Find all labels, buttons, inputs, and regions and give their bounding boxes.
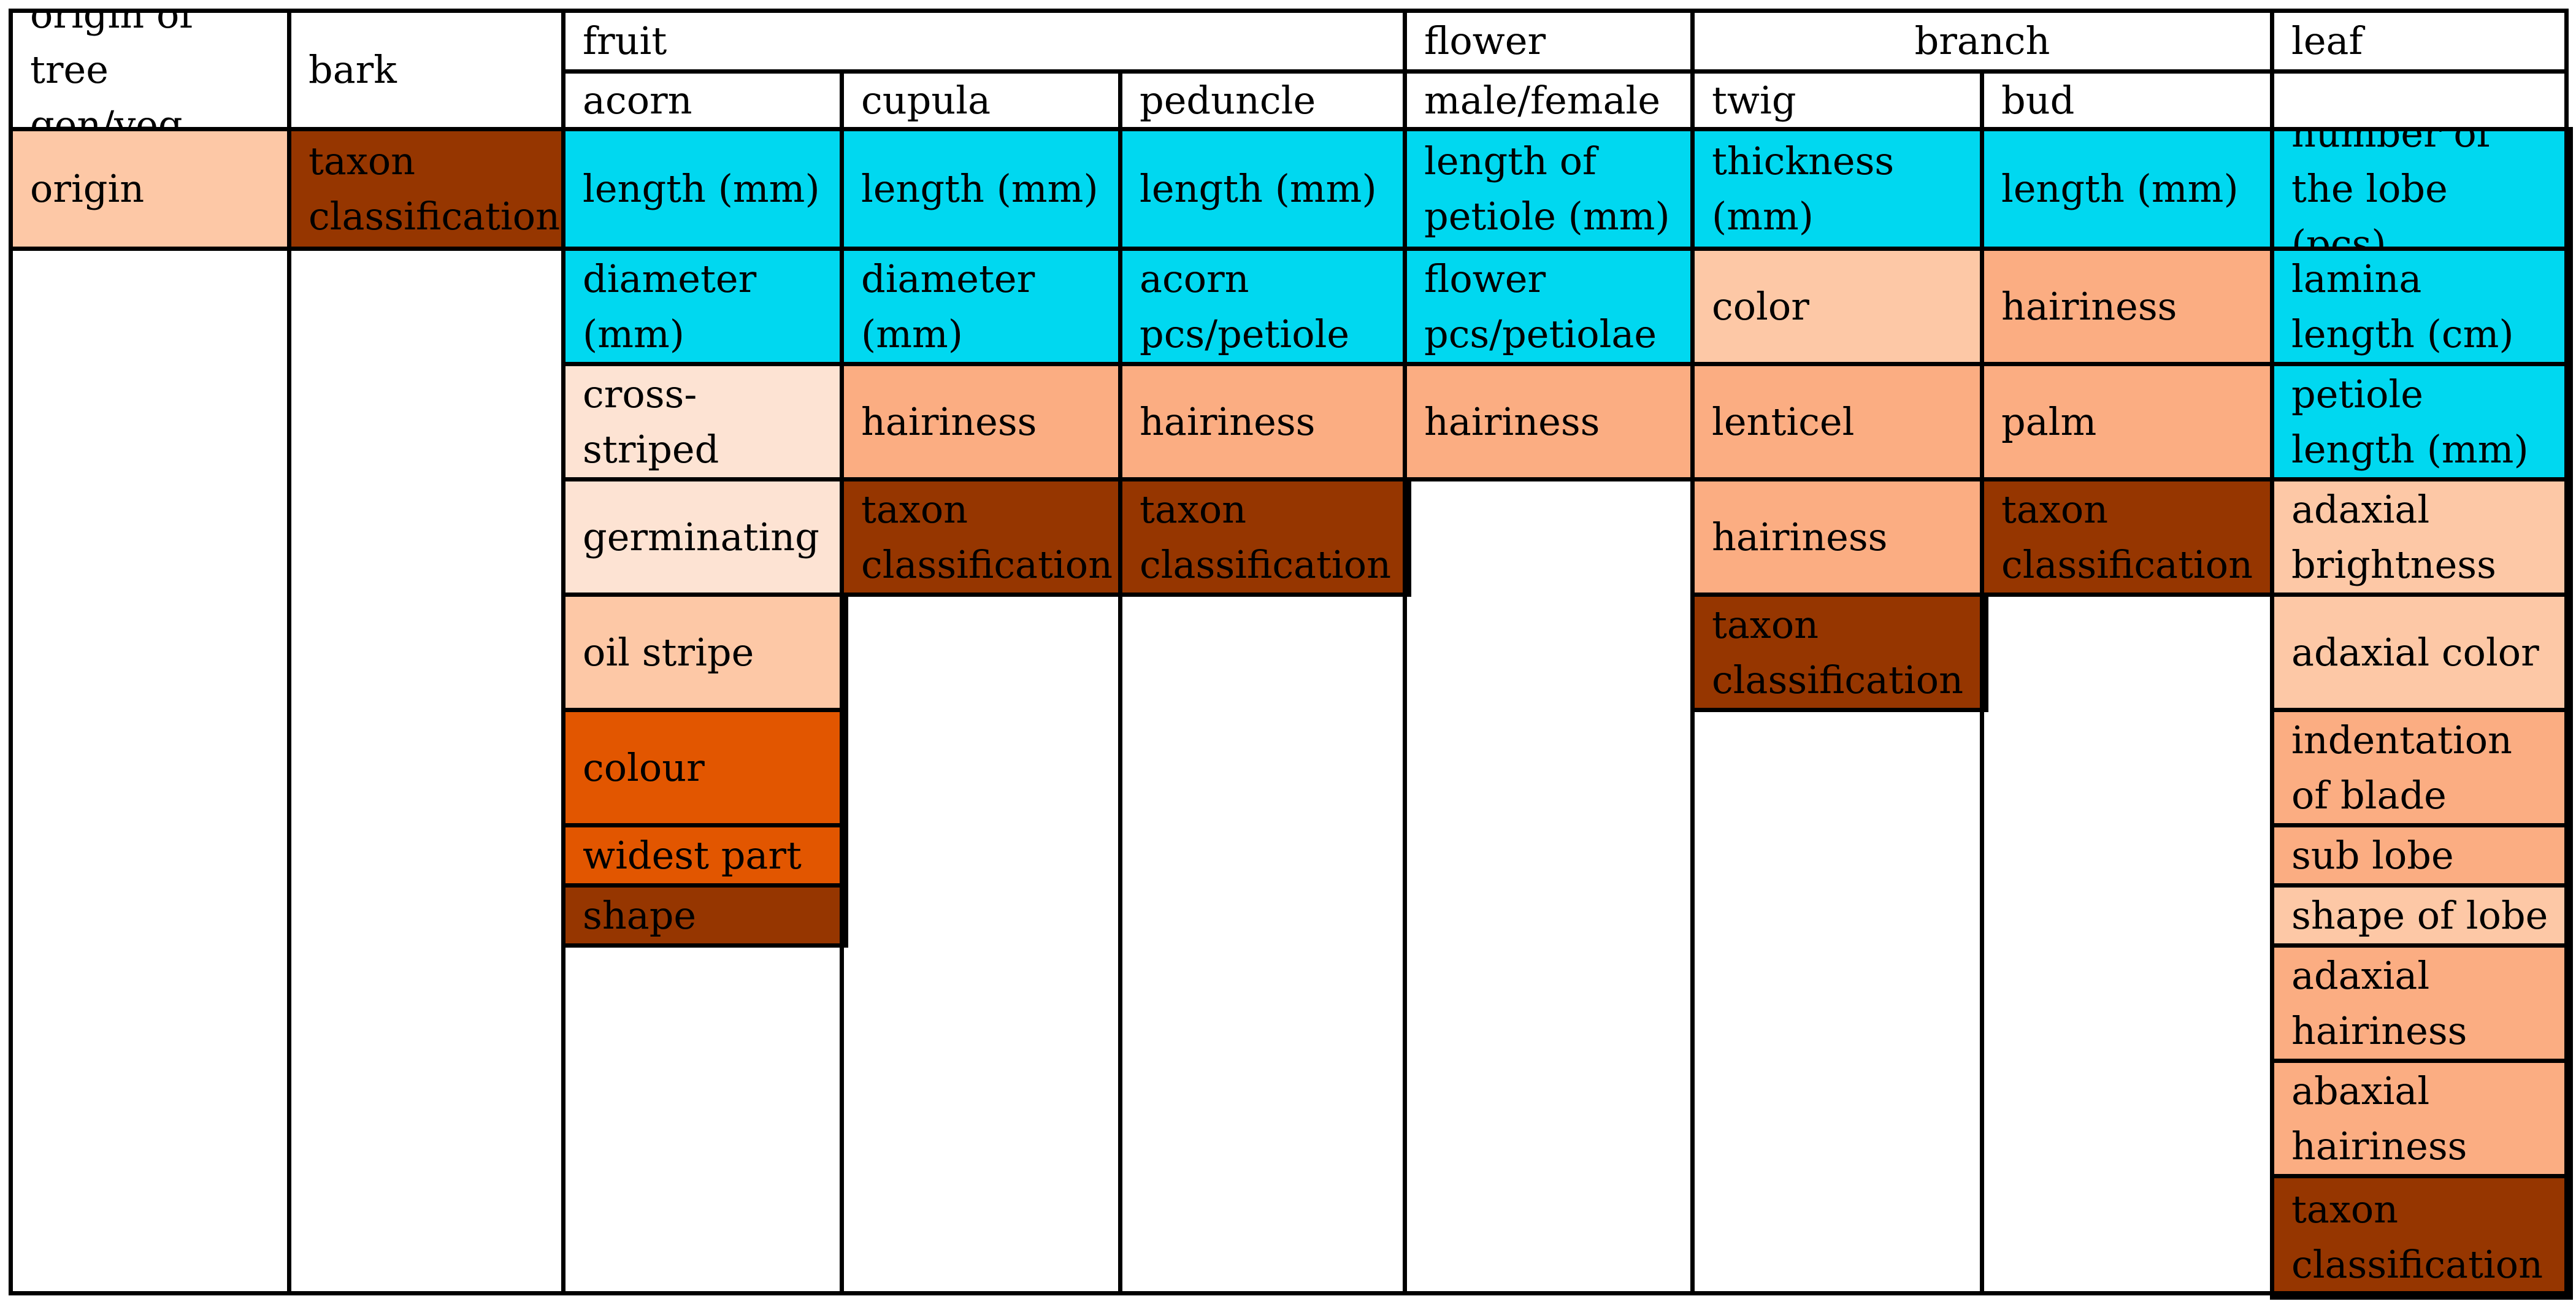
peduncle-trait-cell: length (mm) — [1118, 127, 1411, 251]
acorn-trait-label: shape — [583, 892, 697, 938]
leaf-trait-label: abaxial hairiness — [2291, 1068, 2467, 1168]
twig-trait-cell: lenticel — [1690, 362, 1988, 481]
leaf-trait-cell: sub lobe — [2270, 823, 2573, 888]
leaf-trait-cell: indentation of blade — [2270, 708, 2573, 827]
twig-trait-label: hairiness — [1712, 514, 1888, 559]
leaf-trait-label: adaxial hairiness — [2291, 953, 2467, 1053]
twig-trait-cell: taxon classification — [1690, 593, 1988, 712]
peduncle-trait-cell: hairiness — [1118, 362, 1411, 481]
leaf-trait-label: shape of lobe — [2291, 892, 2548, 938]
peduncle-trait-label: taxon classification — [1140, 486, 1392, 587]
bud-trait-label: length (mm) — [2001, 166, 2239, 212]
bud-trait-cell: taxon classification — [1980, 477, 2279, 597]
cupula-trait-cell: length (mm) — [840, 127, 1127, 251]
peduncle-trait-label: length (mm) — [1140, 166, 1377, 212]
bud-trait-cell: palm — [1980, 362, 2279, 481]
leaf-trait-cell: shape of lobe — [2270, 883, 2573, 948]
leaf-trait-cell: adaxial color — [2270, 593, 2573, 712]
acorn-trait-label: length (mm) — [583, 166, 820, 212]
column-divider — [1690, 9, 1695, 1295]
flower-trait-cell: flower pcs/petiolae — [1403, 247, 1699, 366]
acorn-trait-label: cross-striped — [583, 371, 719, 472]
acorn-trait-cell: cross-striped — [561, 362, 848, 481]
flower-trait-label: length of petiole (mm) — [1424, 139, 1670, 239]
leaf-trait-label: adaxial color — [2291, 629, 2539, 675]
acorn-trait-label: widest part — [583, 832, 802, 878]
twig-trait-label: color — [1712, 283, 1809, 329]
bud-trait-label: taxon classification — [2001, 486, 2253, 587]
cupula-trait-label: diameter (mm) — [861, 256, 1035, 356]
leaf-trait-label: petiole length (mm) — [2291, 371, 2529, 472]
leaf-trait-cell: number of the lobe (pcs) — [2270, 127, 2573, 251]
column-divider — [287, 9, 291, 1295]
leaf-trait-label: number of the lobe (pcs) — [2291, 127, 2491, 251]
peduncle-trait-label: acorn pcs/petiole — [1140, 256, 1350, 356]
twig-trait-label: taxon classification — [1712, 602, 1964, 702]
column-divider — [2270, 9, 2274, 1295]
flower-trait-label: hairiness — [1424, 399, 1600, 444]
acorn-trait-label: oil stripe — [583, 629, 754, 675]
peduncle-trait-label: hairiness — [1140, 399, 1316, 444]
origin-trait-label: origin — [30, 166, 145, 212]
acorn-trait-cell: length (mm) — [561, 127, 848, 251]
acorn-trait-label: colour — [583, 745, 705, 790]
acorn-trait-label: germinating — [583, 514, 819, 559]
leaf-trait-cell: lamina length (cm) — [2270, 247, 2573, 366]
column-divider — [1980, 69, 1984, 1295]
leaf-trait-label: lamina length (cm) — [2291, 256, 2514, 356]
acorn-trait-cell: oil stripe — [561, 593, 848, 712]
leaf-trait-label: sub lobe — [2291, 832, 2454, 878]
twig-trait-label: lenticel — [1712, 399, 1855, 444]
column-divider — [1403, 9, 1407, 1295]
cupula-trait-label: taxon classification — [861, 486, 1113, 587]
flower-trait-cell: length of petiole (mm) — [1403, 127, 1699, 251]
twig-trait-cell: color — [1690, 247, 1988, 366]
flower-trait-label: flower pcs/petiolae — [1424, 256, 1657, 356]
leaf-trait-label: taxon classification — [2291, 1186, 2543, 1287]
leaf-trait-cell: abaxial hairiness — [2270, 1059, 2573, 1178]
bud-trait-cell: length (mm) — [1980, 127, 2279, 251]
leaf-trait-cell: adaxial hairiness — [2270, 943, 2573, 1063]
twig-trait-label: thickness (mm) — [1712, 139, 1895, 239]
acorn-trait-label: diameter (mm) — [583, 256, 757, 356]
table-frame — [9, 9, 2569, 1295]
column-divider — [840, 69, 844, 1295]
column-divider — [561, 9, 565, 1295]
bark-trait-label: taxon classification — [309, 139, 561, 239]
bud-trait-cell: hairiness — [1980, 247, 2279, 366]
column-divider — [1118, 69, 1122, 1295]
acorn-trait-cell: widest part — [561, 823, 848, 888]
leaf-trait-label: adaxial brightness — [2291, 486, 2496, 587]
bud-trait-label: palm — [2001, 399, 2097, 444]
leaf-trait-label: indentation of blade — [2291, 717, 2512, 818]
origin-trait-cell: origin — [9, 127, 296, 251]
flower-trait-cell: hairiness — [1403, 362, 1699, 481]
peduncle-trait-cell: acorn pcs/petiole — [1118, 247, 1411, 366]
cupula-trait-label: hairiness — [861, 399, 1037, 444]
twig-trait-cell: thickness (mm) — [1690, 127, 1988, 251]
bud-trait-label: hairiness — [2001, 283, 2177, 329]
cupula-trait-label: length (mm) — [861, 166, 1098, 212]
peduncle-trait-cell: taxon classification — [1118, 477, 1411, 597]
